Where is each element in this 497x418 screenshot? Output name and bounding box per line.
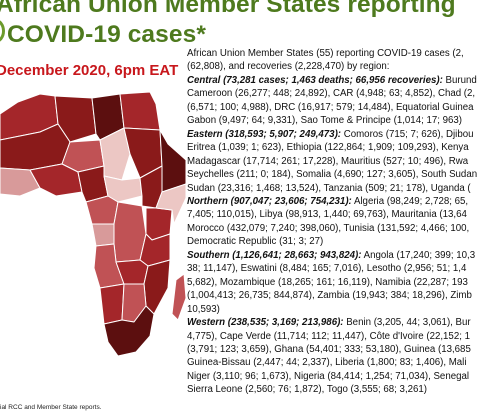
map-region-north-central — [54, 95, 97, 143]
title-line-2: COVID-19 cases* — [7, 21, 206, 48]
map-source-note: ial RCC and Member State reports. — [0, 404, 102, 411]
region-western-line: (3,791; 123; 3,659), Ghana (54,401; 333;… — [187, 343, 471, 355]
region-southern-line: (1,004,413; 26,735; 844,874), Zambia (19… — [187, 290, 472, 302]
region-northern-line-0: Algeria (98,249; 2,728; 65, — [351, 195, 469, 207]
region-western-label: Western (238,535; 3,169; 213,986): — [187, 317, 344, 329]
map-region-cameroon — [85, 195, 119, 225]
region-southern-label: Southern (1,126,641; 28,663; 943,824): — [187, 249, 362, 261]
map-region-namibia — [99, 283, 125, 325]
region-central-line: Gabon (9,497; 64; 9,331), Sao Tome & Pri… — [187, 115, 463, 127]
map-region-egypt — [119, 91, 161, 131]
africa-map — [0, 91, 187, 357]
region-eastern-line: Madagascar (17,714; 261; 17,228), Maurit… — [187, 155, 469, 167]
region-northern-heading-row: Northern (907,047; 23,606; 754,231): Alg… — [187, 195, 497, 208]
region-eastern-line: Eritrea (1,039; 1; 623), Ethiopia (122,8… — [187, 142, 469, 154]
report-date: December 2020, 6pm EAT — [0, 62, 179, 79]
region-central-line: (6,571; 100; 4,988), DRC (16,917; 579; 1… — [187, 101, 474, 113]
map-region-somalia — [155, 183, 187, 225]
map-region-south-africa — [103, 305, 155, 357]
region-eastern-heading-row: Eastern (318,593; 5,907; 249,473): Comor… — [187, 128, 497, 141]
region-eastern-line: Sudan (23,316; 1,468; 13,524), Tanzania … — [187, 182, 471, 194]
region-central-label: Central (73,281 cases; 1,463 deaths; 66,… — [187, 74, 443, 86]
map-region-horn — [159, 129, 187, 193]
region-central-line-0: Burund — [442, 74, 477, 86]
region-eastern-line-0: Comoros (715; 7; 626), Djibou — [341, 128, 474, 140]
region-southern-line: 10,593) — [187, 303, 220, 315]
title-line-2-wrap: COVID-19 cases* — [0, 19, 456, 47]
region-southern-line: 5,682), Mozambique (18,265; 161; 16,119)… — [187, 276, 468, 288]
region-central-line: Cameroon (26,277; 448; 24,892), CAR (4,9… — [187, 88, 476, 100]
region-western-line: Sierra Leone (2,560; 76; 1,872), Togo (3… — [187, 384, 428, 396]
region-eastern-label: Eastern (318,593; 5,907; 249,473): — [187, 128, 342, 140]
region-western-line: Guinea-Bissau (2,447; 44; 2,337), Liberi… — [187, 357, 467, 369]
summary-text: African Union Member States (55) reporti… — [187, 47, 497, 397]
region-northern-line: Democratic Republic (31; 3; 27) — [187, 236, 324, 248]
title-line-1: African Union Member States reporting — [0, 0, 456, 18]
region-northern-line: Morocco (432,079; 7,240; 398,060), Tunis… — [187, 222, 470, 234]
region-southern-line-0: Angola (17,240; 399; 10,3 — [361, 249, 476, 261]
map-region-nigeria — [77, 165, 109, 203]
region-eastern-line: Seychelles (211; 0; 184), Somalia (4,690… — [187, 169, 478, 181]
region-southern-heading-row: Southern (1,126,641; 28,663; 943,824): A… — [187, 249, 497, 262]
region-southern-line: 38; 11,147), Eswatini (8,484; 165; 7,016… — [187, 263, 467, 275]
map-region-mozambique — [143, 259, 171, 315]
region-western-heading-row: Western (238,535; 3,169; 213,986): Benin… — [187, 316, 497, 329]
region-northern-line: 7,405; 110,015), Libya (98,913, 1,440; 6… — [187, 209, 467, 221]
region-western-line: 4,775), Cape Verde (11,714; 112; 11,447)… — [187, 330, 470, 342]
region-western-line-0: Benin (3,205, 44; 3,061), Bur — [343, 317, 471, 329]
map-region-congo — [91, 223, 115, 247]
summary-intro-line-1: African Union Member States (55) reporti… — [187, 48, 464, 59]
logo-ring-icon — [0, 19, 5, 43]
region-central-heading-row: Central (73,281 cases; 1,463 deaths; 66,… — [187, 74, 497, 87]
region-northern-label: Northern (907,047; 23,606; 754,231): — [187, 195, 352, 207]
region-western-line: Niger (3,110; 96; 1,673), Nigeria (84,41… — [187, 370, 470, 382]
map-region-madagascar — [171, 273, 187, 321]
summary-intro-line-2: (62,808), and recoveries (2,228,470) by … — [187, 61, 390, 73]
map-region-west-coast — [0, 167, 41, 197]
page-title: African Union Member States reporting CO… — [0, 0, 456, 47]
